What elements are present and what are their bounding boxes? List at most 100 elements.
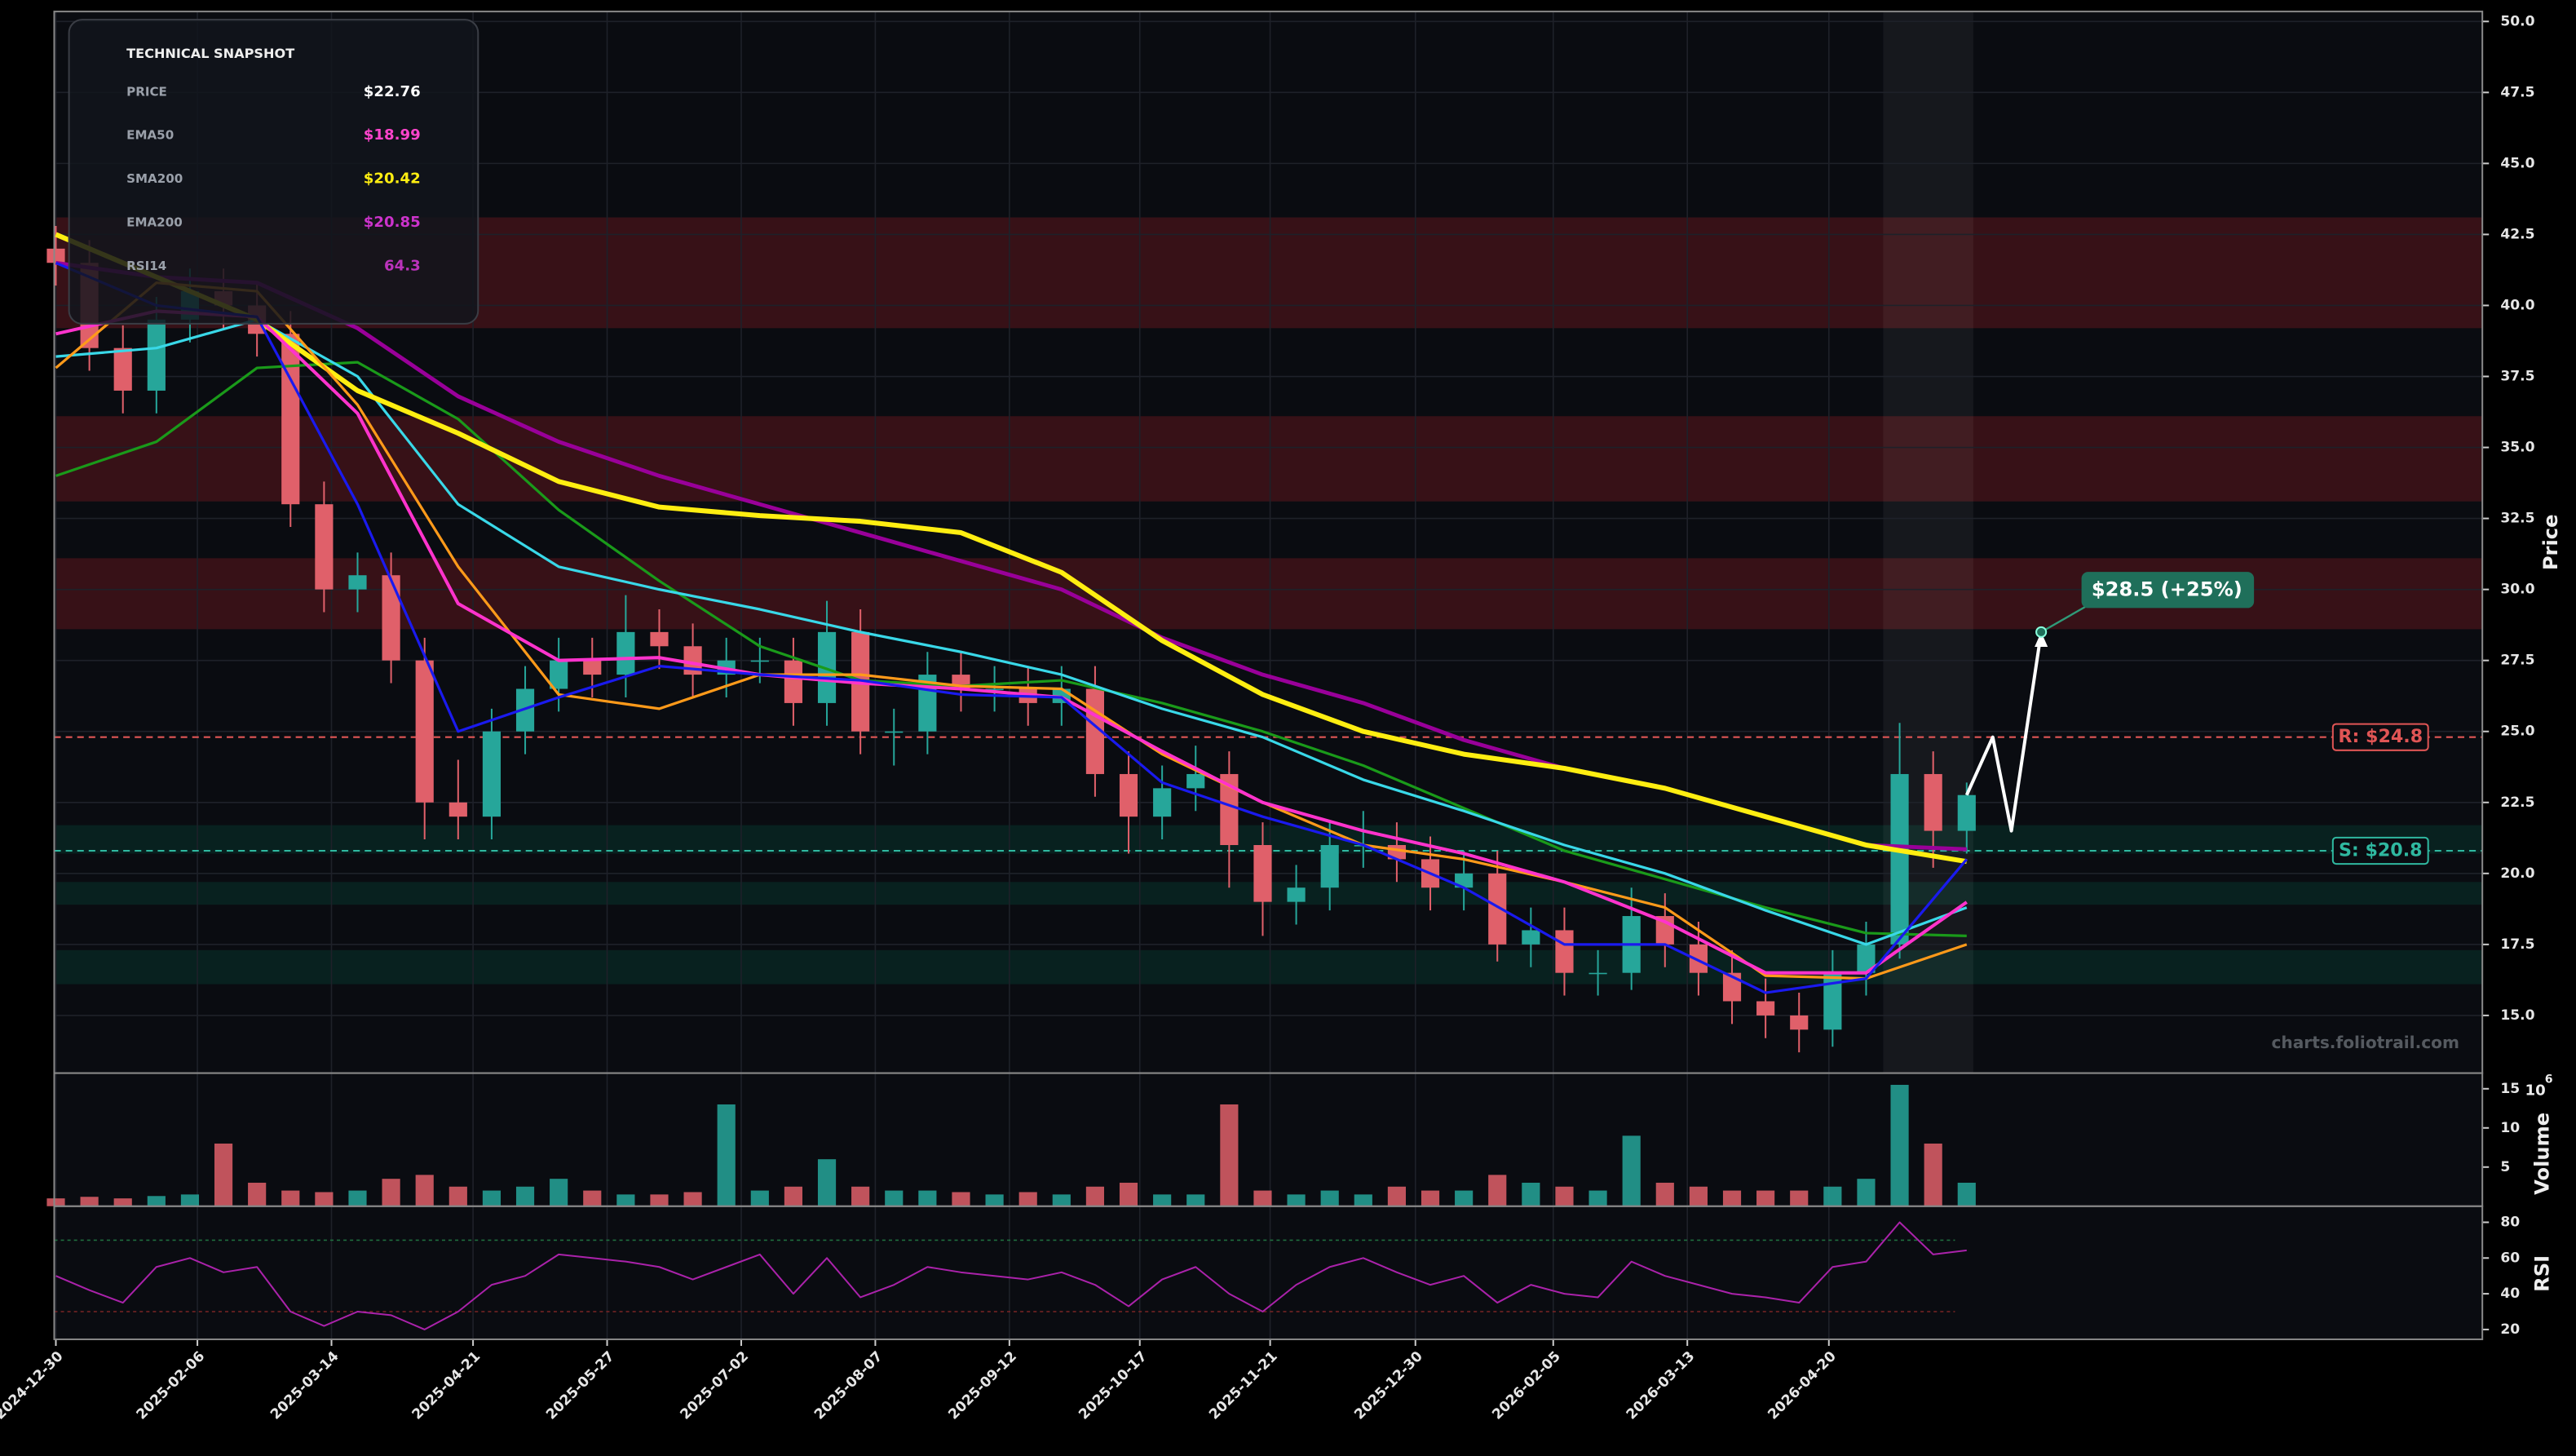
candle-body: [1320, 844, 1339, 888]
volume-bar: [1522, 1182, 1540, 1206]
volume-bar: [1689, 1186, 1708, 1206]
target-point: [2035, 626, 2048, 638]
candle-body: [985, 688, 1004, 691]
y-axis-label: Price: [2539, 515, 2562, 571]
candle-body: [550, 660, 568, 689]
snapshot-row-value: $20.85: [364, 214, 421, 231]
resistance-label-box: [2331, 723, 2429, 751]
candle-body: [482, 731, 502, 817]
y-tick-label: 25.0: [2500, 724, 2534, 740]
volume-bar: [550, 1179, 568, 1206]
volume-bar: [817, 1159, 837, 1206]
volume-axis-label: Volume: [2531, 1113, 2554, 1195]
snapshot-row-value: $20.42: [364, 170, 421, 188]
volume-bar: [515, 1186, 535, 1206]
rsi-tick-label: 60: [2500, 1250, 2520, 1266]
candle-body: [46, 248, 65, 263]
volume-bar: [1924, 1143, 1942, 1206]
volume-bar: [1253, 1190, 1272, 1206]
y-tick-label: 32.5: [2500, 511, 2534, 527]
snapshot-row-label: SMA200: [126, 171, 183, 186]
y-tick-label: 20.0: [2500, 865, 2534, 882]
support-label-box: [2331, 836, 2429, 865]
candle-body: [1890, 773, 1909, 945]
candle-body: [817, 631, 837, 703]
candle-body: [1522, 930, 1540, 945]
volume-bar: [113, 1198, 132, 1206]
volume-bar: [650, 1194, 669, 1206]
resistance-label: R: $24.8: [2338, 726, 2423, 747]
candle-body: [415, 660, 434, 803]
volume-bar: [683, 1192, 702, 1206]
volume-bar: [348, 1190, 367, 1206]
volume-bar: [952, 1192, 970, 1206]
volume-bar: [382, 1179, 400, 1206]
candle-body: [1756, 1001, 1775, 1016]
volume-bar: [1622, 1135, 1641, 1206]
candle-body: [1555, 930, 1574, 973]
candle-body: [147, 319, 166, 391]
candle-body: [315, 504, 334, 590]
candle-body: [448, 802, 467, 817]
volume-bar: [214, 1143, 233, 1206]
candle-body: [1153, 788, 1172, 817]
moving-average-line: [55, 361, 1967, 938]
snapshot-row-value: 64.3: [384, 257, 421, 274]
volume-bar: [1790, 1190, 1809, 1206]
volume-bar: [1052, 1194, 1071, 1206]
snapshot-row-value: $22.76: [364, 83, 421, 100]
volume-bar: [1488, 1175, 1507, 1206]
volume-bar: [616, 1194, 635, 1206]
resistance-zone: [54, 416, 2483, 502]
snapshot-row-label: EMA50: [126, 128, 174, 143]
moving-average-line: [55, 281, 1968, 980]
volume-bar: [482, 1190, 502, 1206]
volume-bar: [1455, 1190, 1474, 1206]
candle-body: [885, 731, 904, 733]
candle-body: [616, 631, 635, 675]
volume-bar: [1957, 1182, 1976, 1206]
volume-bar: [180, 1194, 200, 1206]
volume-bar: [851, 1186, 870, 1206]
snapshot-row-label: PRICE: [126, 84, 167, 99]
volume-bar: [1588, 1190, 1607, 1206]
volume-bar: [46, 1198, 65, 1206]
candle-body: [1823, 972, 1842, 1030]
volume-bar: [750, 1190, 769, 1206]
y-tick-label: 27.5: [2500, 653, 2534, 669]
y-tick-label: 35.0: [2500, 440, 2534, 456]
volume-bar: [248, 1182, 267, 1206]
volume-bar: [918, 1190, 937, 1206]
plot-layer: 15.0 17.5 20.0 22.5 25.0 27.5 30.0 32.5 35.0 37.5…: [0, 11, 2535, 1423]
volume-bar: [1085, 1186, 1105, 1206]
candle-body: [583, 660, 602, 675]
volume-multiplier: 10: [2525, 1082, 2546, 1100]
volume-bar: [281, 1190, 300, 1206]
moving-average-line: [55, 232, 1968, 865]
volume-bar: [1655, 1182, 1674, 1206]
rsi-tick-label: 40: [2500, 1286, 2520, 1302]
volume-tick-label: 5: [2500, 1159, 2510, 1175]
y-tick-label: 40.0: [2500, 297, 2534, 313]
projection-arrowhead: [2035, 631, 2048, 647]
y-tick-label: 50.0: [2500, 13, 2534, 29]
candle-body: [750, 660, 769, 662]
projection-line: [1964, 631, 2044, 833]
candle-body: [1588, 972, 1607, 975]
volume-bar: [885, 1190, 904, 1206]
volume-bar: [1890, 1084, 1909, 1206]
volume-bar: [985, 1194, 1004, 1206]
snapshot-title: TECHNICAL SNAPSHOT: [126, 46, 294, 61]
target-box: [2081, 572, 2255, 609]
snapshot-row-label: EMA200: [126, 215, 183, 229]
volume-bar: [1756, 1190, 1775, 1206]
volume-bar: [1722, 1190, 1742, 1206]
volume-bar: [717, 1104, 736, 1206]
candle-body: [382, 575, 400, 661]
y-tick-label: 42.5: [2500, 226, 2534, 242]
volume-bar: [80, 1197, 99, 1206]
volume-bar: [1186, 1194, 1205, 1206]
moving-average-line: [55, 261, 1968, 994]
